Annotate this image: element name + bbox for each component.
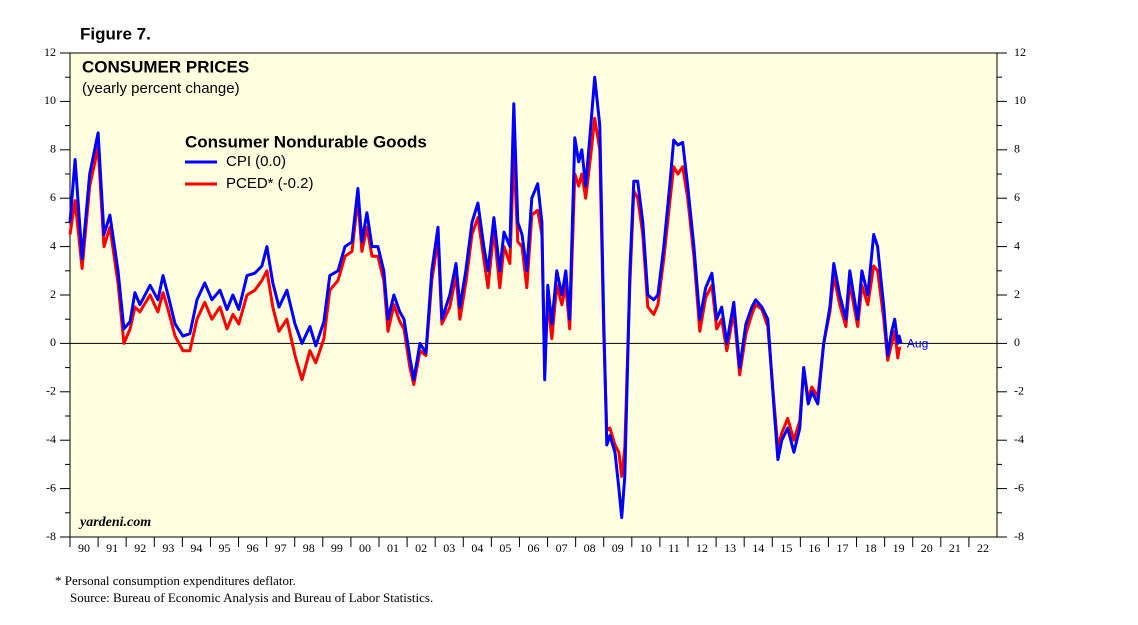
x-tick-label: 95 (219, 541, 231, 555)
annotation: Aug (907, 337, 928, 351)
x-tick-label: 94 (190, 541, 202, 555)
x-tick-label: 08 (584, 541, 596, 555)
y2-tick-label: -4 (1014, 432, 1024, 446)
x-tick-label: 21 (949, 541, 961, 555)
x-tick-label: 15 (780, 541, 792, 555)
x-tick-label: 05 (499, 541, 511, 555)
y-tick-label: 10 (44, 93, 56, 107)
x-tick-label: 03 (443, 541, 455, 555)
x-tick-label: 19 (893, 541, 905, 555)
y-tick-label: -6 (46, 480, 56, 494)
y2-tick-label: -2 (1014, 384, 1024, 398)
plot-background (70, 53, 997, 537)
y2-tick-label: -6 (1014, 480, 1024, 494)
x-tick-label: 22 (977, 541, 989, 555)
legend-label: CPI (0.0) (226, 153, 286, 170)
y-tick-label: 12 (44, 45, 56, 59)
y2-tick-label: 8 (1014, 142, 1020, 156)
x-tick-label: 17 (837, 541, 849, 555)
legend-label: PCED* (-0.2) (226, 175, 314, 192)
figure-label: Figure 7. (80, 24, 151, 43)
x-tick-label: 91 (106, 541, 118, 555)
x-tick-label: 12 (696, 541, 708, 555)
x-tick-label: 14 (752, 541, 764, 555)
series-line (68, 75, 903, 520)
x-tick-label: 00 (359, 541, 371, 555)
y-tick-label: -4 (46, 432, 56, 446)
x-tick-label: 04 (471, 541, 483, 555)
x-tick-label: 93 (162, 541, 174, 555)
chart-title: CONSUMER PRICES (82, 57, 249, 76)
y2-tick-label: 2 (1014, 287, 1020, 301)
x-tick-label: 98 (303, 541, 315, 555)
legend-title: Consumer Nondurable Goods (185, 132, 427, 151)
y-tick-label: -2 (46, 384, 56, 398)
y2-tick-label: 4 (1014, 238, 1020, 252)
x-tick-label: 96 (247, 541, 259, 555)
x-tick-label: 06 (528, 541, 540, 555)
x-tick-label: 11 (668, 541, 680, 555)
y2-tick-label: 10 (1014, 93, 1026, 107)
x-tick-label: 09 (612, 541, 624, 555)
footnote: Source: Bureau of Economic Analysis and … (70, 590, 433, 605)
x-tick-label: 10 (640, 541, 652, 555)
x-tick-label: 99 (331, 541, 343, 555)
x-tick-label: 90 (78, 541, 90, 555)
y-tick-label: -8 (46, 529, 56, 543)
y-tick-label: 8 (50, 142, 56, 156)
x-tick-label: 13 (724, 541, 736, 555)
x-tick-label: 16 (808, 541, 820, 555)
x-tick-label: 02 (415, 541, 427, 555)
x-tick-label: 92 (134, 541, 146, 555)
y2-tick-label: 12 (1014, 45, 1026, 59)
y-tick-label: 2 (50, 287, 56, 301)
y-tick-label: 4 (50, 238, 56, 252)
x-tick-label: 20 (921, 541, 933, 555)
x-tick-label: 18 (865, 541, 877, 555)
y2-tick-label: 0 (1014, 335, 1020, 349)
y2-tick-label: 6 (1014, 190, 1020, 204)
y-tick-label: 6 (50, 190, 56, 204)
plot-border (69, 52, 998, 538)
y-tick-label: 0 (50, 335, 56, 349)
y2-tick-label: -8 (1014, 529, 1024, 543)
footnote: * Personal consumption expenditures defl… (55, 573, 296, 588)
watermark: yardeni.com (78, 515, 151, 530)
chart-subtitle: (yearly percent change) (82, 80, 240, 97)
x-tick-label: 07 (556, 541, 568, 555)
x-tick-label: 97 (275, 541, 287, 555)
x-tick-label: 01 (387, 541, 399, 555)
